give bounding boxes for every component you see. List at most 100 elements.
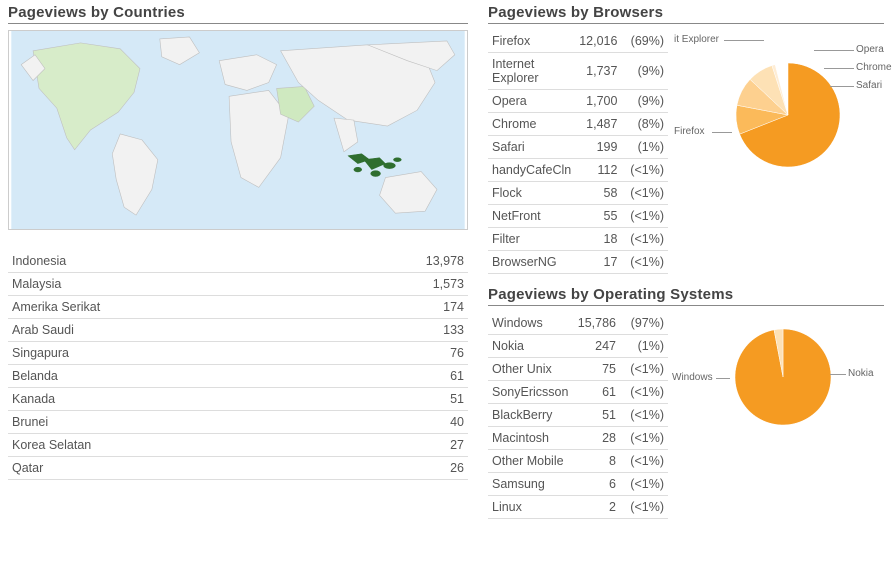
browsers-name: Filter — [488, 228, 575, 251]
os-name: Other Unix — [488, 358, 573, 381]
browsers-name: NetFront — [488, 205, 575, 228]
os-pie-chart: Windows Nokia — [668, 312, 884, 462]
table-row[interactable]: Linux2(<1%) — [488, 496, 668, 519]
countries-table: Indonesia13,978Malaysia1,573Amerika Seri… — [8, 250, 468, 480]
os-pct: (<1%) — [620, 381, 668, 404]
table-row[interactable]: Brunei40 — [8, 411, 468, 434]
browsers-name: BrowserNG — [488, 251, 575, 274]
os-pct: (<1%) — [620, 358, 668, 381]
table-row[interactable]: Samsung6(<1%) — [488, 473, 668, 496]
table-row[interactable]: NetFront55(<1%) — [488, 205, 668, 228]
os-name: Windows — [488, 312, 573, 335]
os-name: SonyEricsson — [488, 381, 573, 404]
table-row[interactable]: Indonesia13,978 — [8, 250, 468, 273]
country-name: Malaysia — [8, 273, 319, 296]
country-name: Brunei — [8, 411, 319, 434]
country-name: Korea Selatan — [8, 434, 319, 457]
browsers-pct: (9%) — [621, 53, 668, 90]
browsers-name: handyCafeCln — [488, 159, 575, 182]
browsers-name: Chrome — [488, 113, 575, 136]
browsers-value: 17 — [575, 251, 621, 274]
browsers-name: Firefox — [488, 30, 575, 53]
table-row[interactable]: Flock58(<1%) — [488, 182, 668, 205]
browsers-pct: (<1%) — [621, 159, 668, 182]
browsers-title: Pageviews by Browsers — [488, 4, 884, 24]
os-value: 51 — [573, 404, 620, 427]
table-row[interactable]: Macintosh28(<1%) — [488, 427, 668, 450]
browsers-pie-chart: it Explorer Opera Chrome Safari Firefox — [668, 30, 884, 180]
country-value: 133 — [319, 319, 468, 342]
country-value: 40 — [319, 411, 468, 434]
country-name: Belanda — [8, 365, 319, 388]
os-value: 28 — [573, 427, 620, 450]
country-value: 27 — [319, 434, 468, 457]
browsers-value: 1,700 — [575, 90, 621, 113]
os-pct: (<1%) — [620, 450, 668, 473]
browsers-panel: Pageviews by Browsers Firefox12,016(69%)… — [488, 4, 884, 274]
os-pct: (1%) — [620, 335, 668, 358]
table-row[interactable]: BrowserNG17(<1%) — [488, 251, 668, 274]
os-name: Samsung — [488, 473, 573, 496]
table-row[interactable]: Singapura76 — [8, 342, 468, 365]
right-column: Pageviews by Browsers Firefox12,016(69%)… — [488, 4, 884, 531]
browsers-pct: (<1%) — [621, 251, 668, 274]
pie-label-safari: Safari — [856, 80, 882, 91]
browsers-pct: (9%) — [621, 90, 668, 113]
table-row[interactable]: Opera1,700(9%) — [488, 90, 668, 113]
table-row[interactable]: Chrome1,487(8%) — [488, 113, 668, 136]
os-name: Other Mobile — [488, 450, 573, 473]
os-name: Nokia — [488, 335, 573, 358]
browsers-table: Firefox12,016(69%)Internet Explorer1,737… — [488, 30, 668, 274]
table-row[interactable]: Windows15,786(97%) — [488, 312, 668, 335]
table-row[interactable]: Kanada51 — [8, 388, 468, 411]
table-row[interactable]: Other Unix75(<1%) — [488, 358, 668, 381]
os-value: 15,786 — [573, 312, 620, 335]
table-row[interactable]: Firefox12,016(69%) — [488, 30, 668, 53]
pie-label-chrome: Chrome — [856, 62, 892, 73]
table-row[interactable]: Nokia247(1%) — [488, 335, 668, 358]
countries-title: Pageviews by Countries — [8, 4, 468, 24]
country-name: Arab Saudi — [8, 319, 319, 342]
os-value: 61 — [573, 381, 620, 404]
browsers-value: 1,487 — [575, 113, 621, 136]
os-name: BlackBerry — [488, 404, 573, 427]
dashboard-wrapper: Pageviews by Countries — [0, 0, 892, 539]
os-pct: (<1%) — [620, 404, 668, 427]
browsers-name: Internet Explorer — [488, 53, 575, 90]
table-row[interactable]: Internet Explorer1,737(9%) — [488, 53, 668, 90]
table-row[interactable]: SonyEricsson61(<1%) — [488, 381, 668, 404]
table-row[interactable]: BlackBerry51(<1%) — [488, 404, 668, 427]
os-value: 2 — [573, 496, 620, 519]
table-row[interactable]: Other Mobile8(<1%) — [488, 450, 668, 473]
country-name: Indonesia — [8, 250, 319, 273]
table-row[interactable]: Korea Selatan27 — [8, 434, 468, 457]
world-map-svg — [9, 31, 467, 229]
os-pct: (97%) — [620, 312, 668, 335]
table-row[interactable]: Amerika Serikat174 — [8, 296, 468, 319]
browsers-pct: (<1%) — [621, 205, 668, 228]
country-value: 13,978 — [319, 250, 468, 273]
table-row[interactable]: handyCafeCln112(<1%) — [488, 159, 668, 182]
browsers-pct: (<1%) — [621, 228, 668, 251]
pie-label-windows: Windows — [672, 372, 713, 383]
browsers-pct: (69%) — [621, 30, 668, 53]
browsers-name: Opera — [488, 90, 575, 113]
os-pct: (<1%) — [620, 427, 668, 450]
browsers-value: 112 — [575, 159, 621, 182]
country-value: 61 — [319, 365, 468, 388]
table-row[interactable]: Filter18(<1%) — [488, 228, 668, 251]
world-map[interactable] — [8, 30, 468, 230]
os-pct: (<1%) — [620, 473, 668, 496]
table-row[interactable]: Arab Saudi133 — [8, 319, 468, 342]
pie-label-ie: it Explorer — [674, 34, 719, 45]
pie-label-nokia: Nokia — [848, 368, 874, 379]
table-row[interactable]: Safari199(1%) — [488, 136, 668, 159]
browsers-pct: (<1%) — [621, 182, 668, 205]
table-row[interactable]: Malaysia1,573 — [8, 273, 468, 296]
browsers-pct: (8%) — [621, 113, 668, 136]
country-name: Kanada — [8, 388, 319, 411]
table-row[interactable]: Belanda61 — [8, 365, 468, 388]
browsers-value: 199 — [575, 136, 621, 159]
os-name: Macintosh — [488, 427, 573, 450]
table-row[interactable]: Qatar26 — [8, 457, 468, 480]
